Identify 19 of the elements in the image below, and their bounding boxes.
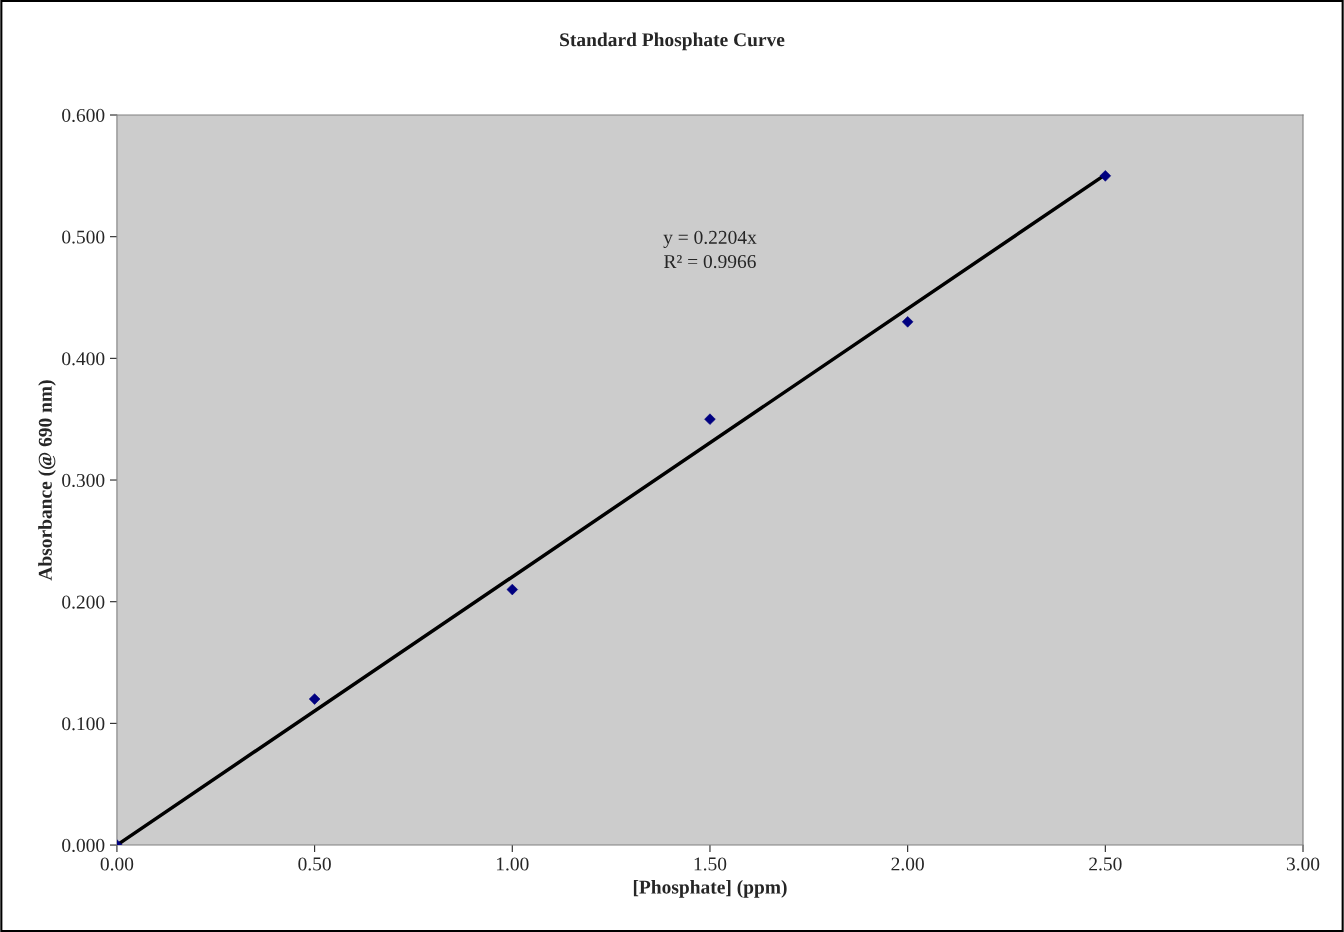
x-tick-label: 1.50 [694,857,727,871]
y-tick-label: 0.500 [62,230,105,244]
x-tick-label: 3.00 [1286,857,1320,871]
annotation: R² = 0.9966 [664,254,756,269]
y-tick-label: 0.000 [62,838,105,853]
x-tick-label: 0.50 [298,857,331,871]
x-tick-label: 2.50 [1089,857,1122,871]
y-tick-label: 0.300 [62,473,105,488]
x-tick-label: 2.00 [891,857,924,871]
y-tick-label: 0.400 [62,352,105,366]
y-tick-label: 0.100 [62,717,105,731]
annotation: y = 0.2204x [663,230,757,248]
y-tick-label: 0.600 [62,108,105,123]
y-tick-label: 0.200 [62,595,105,609]
x-tick-label: 1.00 [496,857,529,871]
x-tick-label: 0.00 [100,857,134,871]
x-axis-title: [Phosphate] (ppm) [633,880,787,898]
chart-title: Standard Phosphate Curve [560,32,785,51]
y-axis-title: Absorbance (@ 690 nm) [38,380,56,581]
